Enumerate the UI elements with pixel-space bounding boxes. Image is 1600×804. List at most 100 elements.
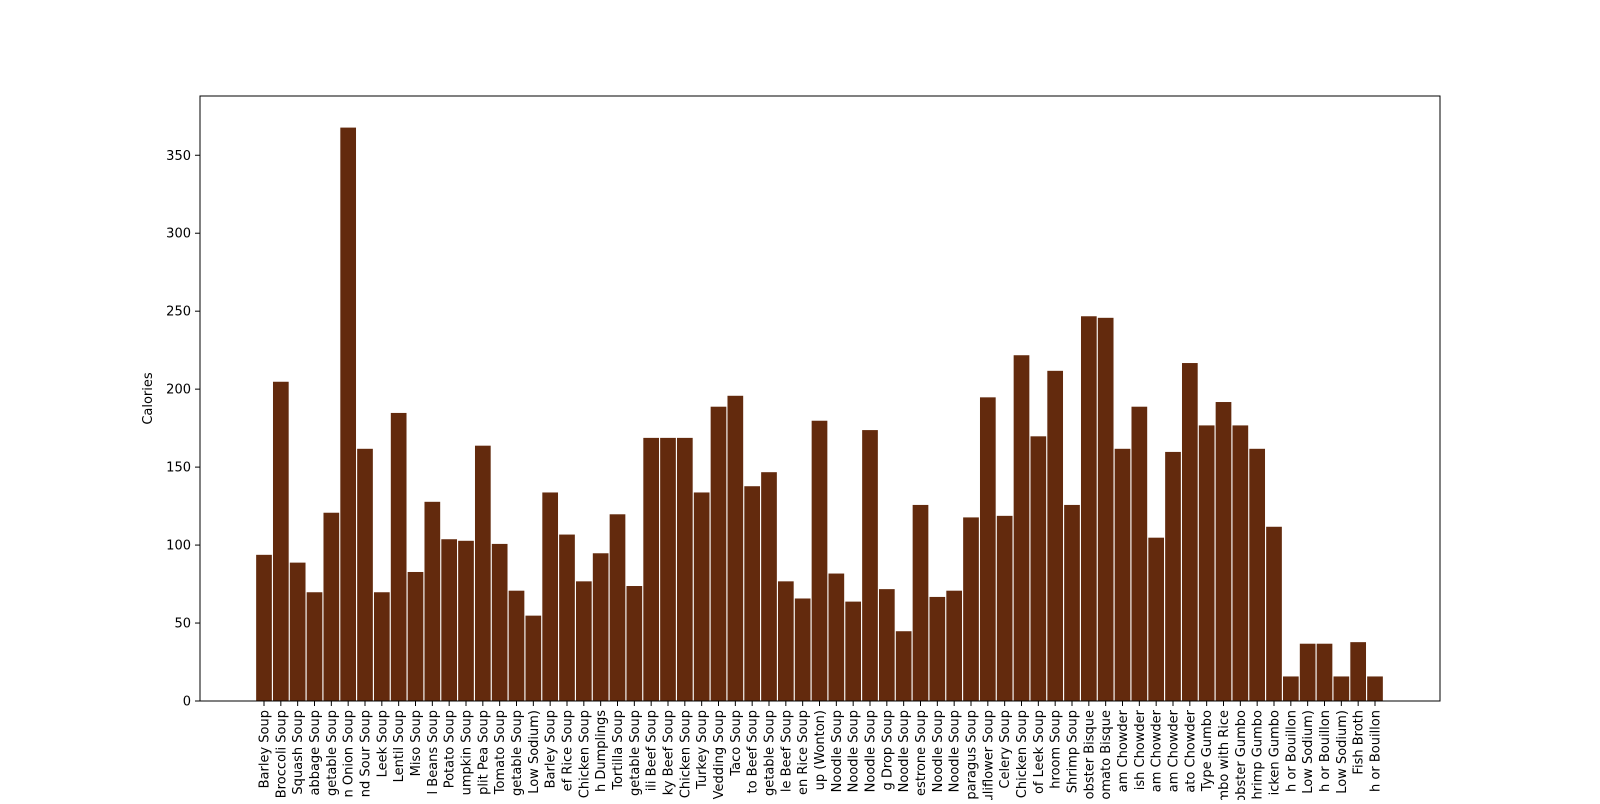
x-tick-label: Miso Soup xyxy=(409,710,424,776)
bar xyxy=(676,437,694,702)
bar xyxy=(1164,451,1182,702)
x-tick-label: to Beef Soup xyxy=(746,710,761,794)
x-tick-label: Low Sodium) xyxy=(1301,710,1316,794)
x-tick-label: Tomato Soup xyxy=(493,710,508,795)
x-tick-label: Low Sodium) xyxy=(527,710,542,794)
bar xyxy=(1248,447,1266,702)
bar xyxy=(794,597,812,702)
x-tick-label: ky Beef Soup xyxy=(662,710,677,795)
x-tick-label: Potato Soup xyxy=(443,710,458,788)
x-tick-label: getable Soup xyxy=(763,710,778,796)
bar xyxy=(1029,435,1047,702)
x-tick-label: Chicken Soup xyxy=(577,710,592,798)
x-tick-label: icken Gumbo xyxy=(1268,710,1283,795)
bar xyxy=(289,561,307,702)
bar xyxy=(996,515,1014,702)
bar xyxy=(743,485,761,702)
x-tick-label: ish Chowder xyxy=(1133,709,1148,790)
bar xyxy=(827,572,845,702)
x-tick-label: nd Sour Soup xyxy=(359,710,374,797)
x-tick-label: getable Soup xyxy=(510,710,525,796)
x-tick-label: uliflower Soup xyxy=(981,710,996,800)
bar xyxy=(1080,315,1098,702)
bar xyxy=(760,471,778,702)
x-tick-label: hroom Soup xyxy=(1049,710,1064,789)
bar xyxy=(928,596,946,702)
bar xyxy=(895,630,913,702)
bar xyxy=(1265,525,1283,702)
x-tick-label: Noodle Soup xyxy=(847,710,862,792)
bar xyxy=(356,447,374,702)
x-tick-label: Noodle Soup xyxy=(864,710,879,792)
bar xyxy=(1097,317,1115,702)
bar xyxy=(406,571,425,702)
bar xyxy=(945,589,963,702)
x-tick-label: am Chowder xyxy=(1150,709,1165,792)
bar xyxy=(272,380,290,702)
y-axis-label: Calories xyxy=(141,372,156,425)
bar xyxy=(777,580,795,702)
bar xyxy=(524,614,542,702)
bar xyxy=(541,491,559,702)
y-tick-label: 150 xyxy=(166,461,191,476)
x-tick-label: Celery Soup xyxy=(998,710,1013,789)
bar xyxy=(1282,675,1300,702)
x-tick-label: umpkin Soup xyxy=(460,710,475,795)
bar xyxy=(1231,424,1249,702)
y-tick-label: 100 xyxy=(166,539,191,554)
x-tick-label: h or Bouillon xyxy=(1318,710,1333,792)
bar xyxy=(1063,504,1081,702)
x-tick-label: Barley Soup xyxy=(544,710,559,788)
x-tick-label: plit Pea Soup xyxy=(476,710,491,795)
bar xyxy=(1332,675,1350,702)
x-tick-label: abbage Soup xyxy=(308,710,323,796)
bar xyxy=(1299,642,1317,702)
x-tick-label: l Beans Soup xyxy=(426,710,441,794)
x-tick-label: ato Chowder xyxy=(1183,709,1198,792)
bar xyxy=(625,585,643,702)
bar xyxy=(962,516,980,702)
bar xyxy=(1181,362,1199,702)
bar xyxy=(423,501,441,702)
x-tick-label: Lentil Soup xyxy=(392,710,407,782)
x-axis: Barley Soup Broccoli Soup Squash Soup abbag… xyxy=(258,701,1384,803)
bar xyxy=(608,513,627,702)
bar xyxy=(1012,354,1031,702)
x-tick-label: hrimp Gumbo xyxy=(1251,710,1266,799)
y-tick-label: 50 xyxy=(174,617,191,632)
y-tick-label: 300 xyxy=(166,227,191,242)
bar xyxy=(1198,424,1216,702)
bar xyxy=(255,554,273,702)
bar xyxy=(322,511,340,702)
bar xyxy=(1130,405,1148,702)
y-axis: 0 50 100 150 200 250 300 350 xyxy=(166,149,200,710)
x-tick-label: Chicken Soup xyxy=(678,710,693,798)
y-tick-label: 250 xyxy=(166,305,191,320)
bar xyxy=(575,580,593,702)
x-tick-label: h or Bouillon xyxy=(1369,710,1384,792)
bar xyxy=(810,419,829,702)
bar xyxy=(440,538,458,702)
bar xyxy=(1366,675,1384,702)
bar xyxy=(390,412,408,702)
x-tick-label: paragus Soup xyxy=(965,710,980,800)
x-tick-label: Fish Broth xyxy=(1352,710,1367,775)
x-tick-label: Noodle Soup xyxy=(931,710,946,792)
x-tick-label: Noodle Soup xyxy=(948,710,963,792)
x-tick-label: Leek Soup xyxy=(375,710,390,777)
x-tick-label: Low Sodium) xyxy=(1335,710,1350,794)
x-tick-label: am Chowder xyxy=(1167,709,1182,792)
bar xyxy=(1349,641,1367,702)
x-tick-label: omato Bisque xyxy=(1099,710,1114,800)
x-tick-label: ili Beef Soup xyxy=(645,710,660,791)
x-tick-label: n Onion Soup xyxy=(342,710,357,797)
x-tick-label: mbo with Rice xyxy=(1217,710,1232,800)
x-tick-label: g Drop Soup xyxy=(880,710,895,791)
y-tick-label: 200 xyxy=(166,383,191,398)
x-tick-label: getable Soup xyxy=(325,710,340,796)
x-tick-label: en Rice Soup xyxy=(796,710,811,795)
x-tick-label: ef Rice Soup xyxy=(561,710,576,791)
bar xyxy=(592,552,610,702)
bar xyxy=(659,437,677,702)
bar xyxy=(558,533,576,702)
